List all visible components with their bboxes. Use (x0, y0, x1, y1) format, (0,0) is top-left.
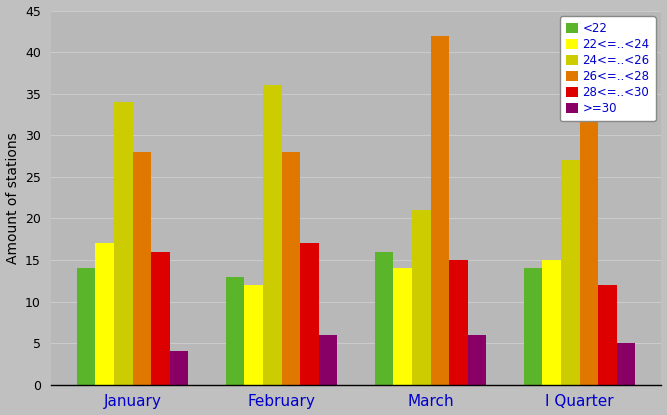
Bar (114, 102, 133, 385)
Bar (133, 152, 151, 385)
Bar (394, 269, 412, 385)
Bar (300, 243, 319, 385)
Bar (468, 335, 486, 385)
Bar (95, 243, 114, 385)
Bar (375, 251, 394, 385)
Bar (412, 210, 431, 385)
Bar (617, 343, 636, 385)
Bar (263, 85, 281, 385)
Bar (244, 285, 263, 385)
Bar (449, 260, 468, 385)
Bar (431, 36, 449, 385)
Bar (524, 269, 542, 385)
Bar (580, 44, 598, 385)
Bar (225, 277, 244, 385)
Bar (598, 285, 617, 385)
Legend: <22, 22<=..<24, 24<=..<26, 26<=..<28, 28<=..<30, >=30: <22, 22<=..<24, 24<=..<26, 26<=..<28, 28… (560, 17, 656, 121)
Bar (561, 160, 580, 385)
Bar (77, 269, 95, 385)
Bar (170, 352, 189, 385)
Bar (542, 260, 561, 385)
Y-axis label: Amount of stations: Amount of stations (5, 132, 19, 264)
Bar (281, 152, 300, 385)
Bar (151, 251, 170, 385)
Bar (319, 335, 338, 385)
